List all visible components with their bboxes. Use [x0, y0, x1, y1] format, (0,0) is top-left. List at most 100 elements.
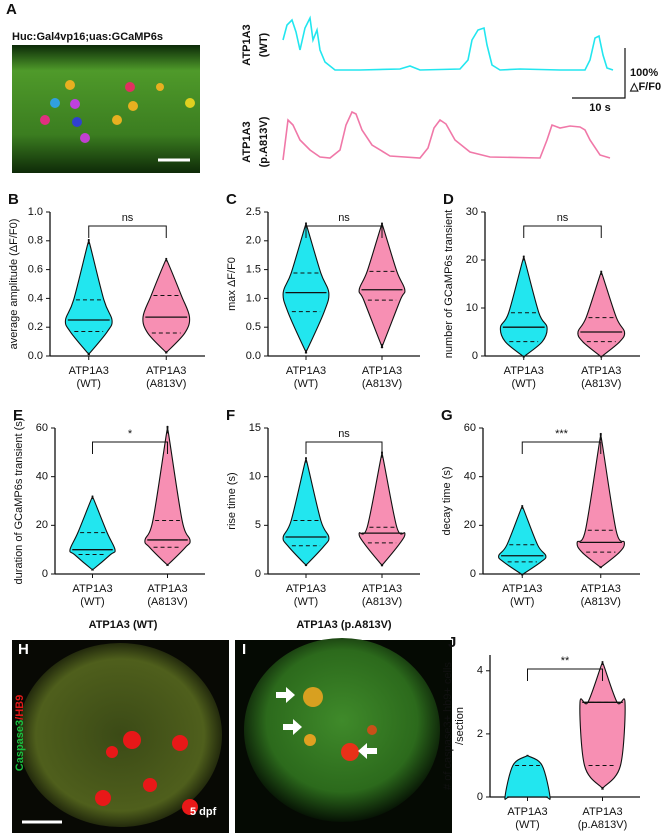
y-tick-label: 2: [477, 728, 483, 740]
violin-body: [576, 433, 625, 569]
y-tick-label: 40: [464, 471, 476, 483]
y-tick-label: 0.8: [28, 235, 43, 247]
y-tick-label: 0: [255, 568, 261, 580]
violin-body: [499, 255, 548, 358]
violin-body: [358, 222, 406, 349]
y-tick-label: 2.0: [246, 235, 261, 247]
y-tick-label: 4: [477, 665, 483, 677]
trace-label: ATP1A3 (WT): [241, 24, 270, 65]
y-tick-label: 1.0: [28, 206, 43, 218]
y-tick-label: 40: [36, 471, 48, 483]
panel-letter: I: [242, 641, 246, 658]
y-axis-label-line: duration of GCaMP6s transient (s): [13, 418, 25, 585]
significance-bracket: [305, 441, 383, 454]
apoptotic-cells: [303, 687, 377, 761]
y-tick-label: 15: [249, 422, 261, 434]
significance-label: ns: [338, 428, 350, 440]
x-tick-label: ATP1A3 (WT): [72, 583, 112, 608]
x-tick-label: ATP1A3 (A813V): [362, 583, 402, 608]
y-tick-label: 0.5: [246, 321, 261, 333]
violin-body: [579, 661, 626, 790]
y-tick-label: 0.4: [28, 292, 43, 304]
y-tick-label: 10: [466, 302, 478, 314]
scale-label: 100%: [630, 67, 658, 79]
y-axis-label: number of GCaMP6s transient: [443, 210, 455, 359]
significance-label: ***: [555, 428, 569, 440]
panel-letter: E: [13, 407, 23, 424]
mutant-trace: [282, 110, 611, 161]
hb9-cells: [95, 731, 198, 815]
significance-label: ns: [122, 212, 134, 224]
x-tick-label: ATP1A3 (A813V): [581, 365, 621, 390]
significance-bracket: [305, 225, 383, 238]
x-tick-label: ATP1A3 (WT): [502, 583, 542, 608]
x-tick-label: ATP1A3 (A813V): [147, 583, 187, 608]
x-tick-label: ATP1A3 (WT): [286, 583, 326, 608]
x-tick-label: ATP1A3 (WT): [69, 365, 109, 390]
panel-letter: C: [226, 191, 237, 208]
x-tick-label: ATP1A3 (WT): [507, 806, 547, 831]
violin-body: [142, 257, 191, 354]
tissue: [18, 643, 222, 827]
x-tick-label: ATP1A3 (A813V): [581, 583, 621, 608]
significance-label: ns: [338, 212, 350, 224]
y-axis-label: rise time (s): [226, 472, 238, 529]
y-tick-label: 0: [42, 568, 48, 580]
x-tick-label: ATP1A3 (WT): [286, 365, 326, 390]
y-axis-label: decay time (s): [441, 466, 453, 535]
significance-label: ns: [557, 212, 569, 224]
scale-bars: [572, 48, 626, 99]
y-tick-label: 0: [477, 791, 483, 803]
cell-markers: [40, 80, 195, 143]
significance-label: *: [128, 428, 133, 440]
tissue: [244, 638, 440, 822]
violin-body: [577, 270, 626, 358]
y-tick-label: 0.2: [28, 321, 43, 333]
wt-trace: [282, 15, 614, 71]
arrows: [276, 687, 377, 759]
x-tick-label: ATP1A3 (WT): [504, 365, 544, 390]
y-tick-label: 5: [255, 519, 261, 531]
panel-letter: A: [6, 1, 17, 18]
violin-body: [64, 239, 113, 356]
y-tick-label: 20: [466, 254, 478, 266]
significance-bracket: [92, 441, 168, 454]
y-tick-label: 20: [36, 519, 48, 531]
y-tick-label: 0.0: [28, 350, 43, 362]
significance-bracket: [527, 668, 603, 681]
panel-letter: J: [448, 634, 456, 651]
y-tick-label: 1.5: [246, 264, 261, 276]
y-tick-label: 20: [464, 519, 476, 531]
panel-title: ATP1A3 (p.A813V): [296, 619, 391, 631]
violin-body: [358, 451, 406, 567]
significance-bracket: [88, 225, 167, 238]
y-axis-label-line: /section: [454, 707, 466, 745]
y-tick-label: 60: [464, 422, 476, 434]
x-tick-label: ATP1A3 (A813V): [362, 365, 402, 390]
panel-letter: D: [443, 191, 454, 208]
significance-bracket: [523, 225, 602, 238]
y-axis-label: max ΔF/F0: [226, 257, 238, 311]
y-axis-label-line: rise time (s): [226, 472, 238, 529]
microscopy-image: [12, 45, 200, 173]
violin-body: [144, 425, 191, 567]
panel-letter: F: [226, 407, 235, 424]
y-axis-label-line: decay time (s): [441, 466, 453, 535]
x-tick-label: ATP1A3 (A813V): [146, 365, 186, 390]
panel-title: ATP1A3 (WT): [89, 619, 158, 631]
y-axis-label: duration of GCaMP6s transient (s): [13, 418, 25, 585]
panel-letter: B: [8, 191, 19, 208]
significance-bracket: [521, 441, 602, 454]
y-tick-label: 0: [470, 568, 476, 580]
y-axis-label-line: max ΔF/F0: [226, 257, 238, 311]
violin-body: [498, 505, 547, 576]
y-axis-label-line: # of caspase3+ hb9+ cells: [442, 662, 454, 790]
significance-label: **: [561, 655, 570, 667]
y-tick-label: 0: [472, 350, 478, 362]
y-tick-label: 30: [466, 206, 478, 218]
y-tick-label: 10: [249, 471, 261, 483]
scale-label: 10 s: [589, 102, 610, 114]
y-axis-label-line: number of GCaMP6s transient: [443, 210, 455, 359]
violin-body: [504, 754, 551, 800]
